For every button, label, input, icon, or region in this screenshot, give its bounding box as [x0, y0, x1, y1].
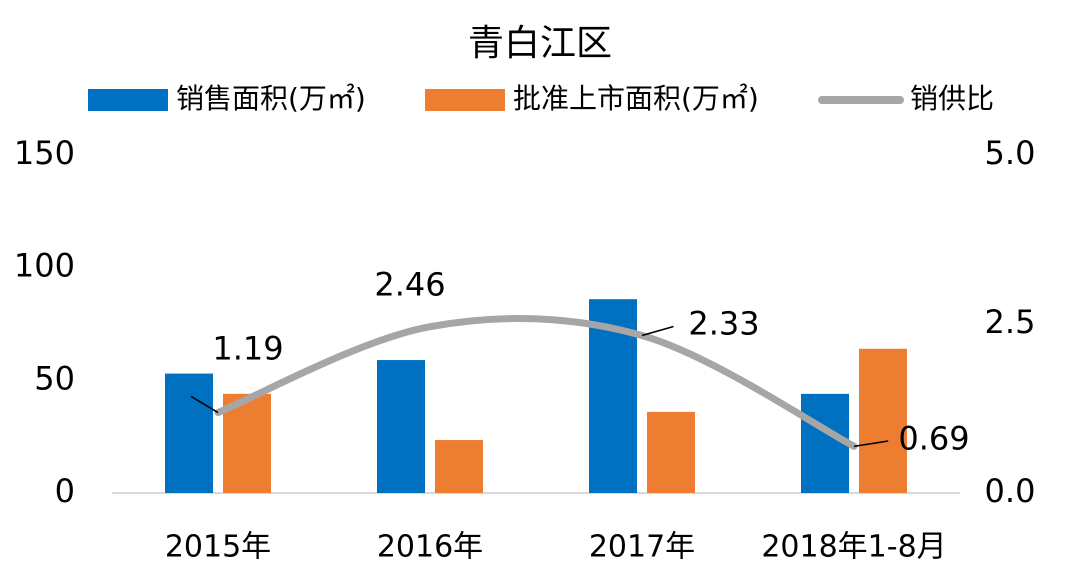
data-label: 0.69 [898, 419, 969, 457]
y-tick-label: 50 [34, 359, 75, 397]
leader-line [190, 395, 219, 414]
y-tick-label: 150 [14, 134, 75, 172]
bar [435, 440, 483, 493]
leader-line [641, 325, 674, 337]
x-tick-label: 2016年 [377, 530, 483, 565]
y-tick-label: 100 [14, 247, 75, 285]
x-tick-label: 2017年 [589, 530, 695, 565]
x-tick-label: 2018年1-8月 [761, 530, 946, 565]
y-tick-label: 0 [55, 472, 75, 510]
data-label: 1.19 [212, 330, 283, 368]
bar [859, 348, 907, 493]
data-label: 2.33 [688, 304, 759, 342]
y2-tick-label: 0.0 [985, 472, 1036, 510]
legend-swatch [88, 89, 168, 111]
data-label: 2.46 [374, 266, 445, 304]
x-tick-label: 2015年 [165, 530, 271, 565]
legend-label: 销供比 [910, 82, 994, 115]
line [214, 315, 858, 450]
chart-title: 青白江区 [468, 23, 612, 64]
y2-tick-label: 5.0 [985, 134, 1036, 172]
bar [801, 393, 849, 493]
bar [647, 411, 695, 493]
legend-label: 批准上市面积(万㎡) [513, 82, 759, 115]
leader-line [853, 440, 889, 448]
legend-swatch [425, 89, 505, 111]
bar [165, 373, 213, 493]
y2-tick-label: 2.5 [985, 303, 1036, 341]
legend-label: 销售面积(万㎡) [176, 82, 366, 115]
bar [377, 360, 425, 493]
